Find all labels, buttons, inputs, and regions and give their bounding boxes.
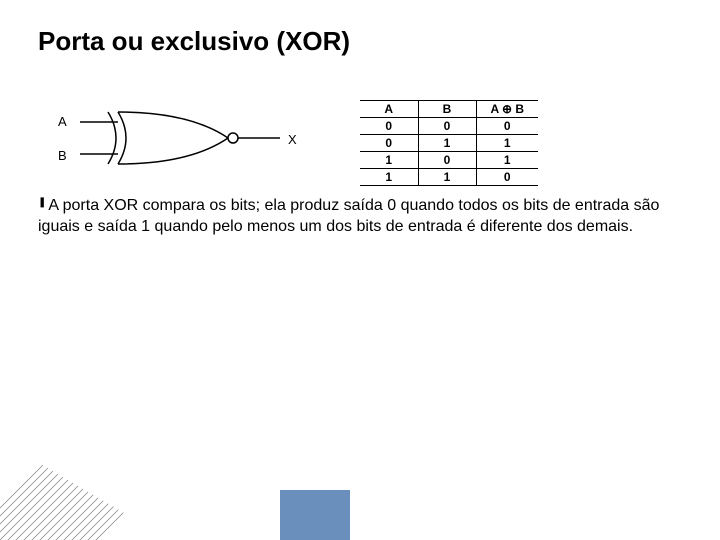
truth-cell: 0 [476, 118, 538, 135]
truth-cell: 1 [360, 169, 418, 186]
gate-input-a-label: A [58, 114, 67, 129]
truth-header-a: A [360, 101, 418, 118]
truth-cell: 1 [418, 135, 476, 152]
truth-cell: 1 [418, 169, 476, 186]
truth-cell: 1 [476, 152, 538, 169]
truth-row: 1 0 1 [360, 152, 538, 169]
truth-table-header-row: A B A ⊕ B [360, 101, 538, 118]
truth-row: 0 1 1 [360, 135, 538, 152]
slide-title: Porta ou exclusivo (XOR) [38, 26, 350, 57]
truth-row: 1 1 0 [360, 169, 538, 186]
truth-cell: 0 [418, 118, 476, 135]
truth-cell: 1 [360, 152, 418, 169]
body-text-content: A porta XOR compara os bits; ela produz … [38, 197, 659, 235]
gate-input-b-label: B [58, 148, 67, 163]
truth-row: 0 0 0 [360, 118, 538, 135]
bullet-icon: ❚ [38, 197, 46, 208]
xor-gate-diagram: A B X [50, 100, 310, 200]
xor-gate-icon [80, 108, 290, 188]
truth-cell: 1 [476, 135, 538, 152]
truth-header-out: A ⊕ B [476, 101, 538, 118]
truth-cell: 0 [476, 169, 538, 186]
decor-accent-rect [280, 490, 350, 540]
truth-cell: 0 [418, 152, 476, 169]
decor-hatch-triangle [0, 440, 170, 540]
truth-cell: 0 [360, 118, 418, 135]
truth-table: A B A ⊕ B 0 0 0 0 1 1 1 0 1 1 1 0 [360, 100, 538, 186]
truth-table-container: A B A ⊕ B 0 0 0 0 1 1 1 0 1 1 1 0 [360, 100, 560, 186]
truth-cell: 0 [360, 135, 418, 152]
body-paragraph: ❚A porta XOR compara os bits; ela produz… [38, 196, 678, 238]
truth-header-b: B [418, 101, 476, 118]
